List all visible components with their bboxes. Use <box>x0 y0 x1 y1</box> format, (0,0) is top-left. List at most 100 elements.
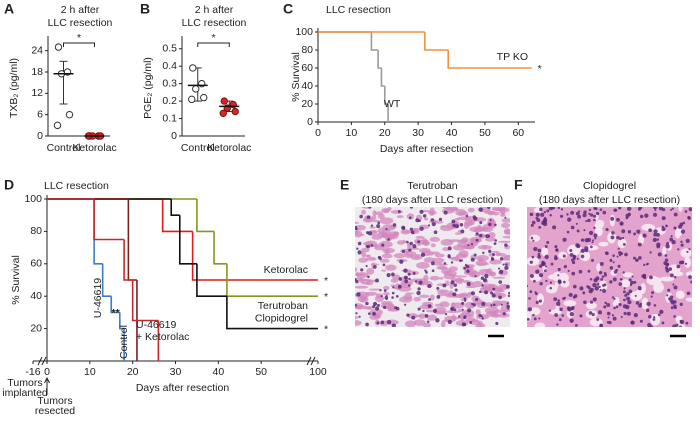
nucleus <box>594 237 597 240</box>
nucleus <box>466 269 470 273</box>
nucleus <box>404 279 409 284</box>
nucleus <box>612 254 615 257</box>
nucleus <box>591 312 595 317</box>
nucleus <box>628 278 632 282</box>
tissue-strand <box>390 284 396 287</box>
nucleus <box>588 208 592 212</box>
nucleus <box>601 275 605 278</box>
tissue-strand <box>440 238 454 246</box>
survival-step <box>110 296 120 314</box>
survival-step <box>161 199 193 233</box>
nucleus <box>450 280 455 285</box>
tissue-strand <box>383 285 390 291</box>
nucleus <box>569 253 574 257</box>
nucleus <box>622 271 625 274</box>
nucleus <box>549 281 553 284</box>
nucleus <box>603 283 607 287</box>
nucleus <box>619 278 622 281</box>
nucleus <box>557 279 562 285</box>
tissue-strand <box>374 211 384 216</box>
nucleus <box>394 306 398 310</box>
air-space <box>641 297 649 310</box>
nucleus <box>582 291 586 295</box>
significance-bracket <box>63 42 95 47</box>
tissue-strand <box>439 276 444 280</box>
nucleus <box>641 274 645 278</box>
nucleus <box>504 243 508 247</box>
nucleus <box>442 283 447 288</box>
nucleus <box>578 269 583 274</box>
nucleus <box>379 289 382 292</box>
air-space <box>684 257 692 268</box>
nucleus <box>586 237 591 242</box>
nucleus <box>484 273 489 279</box>
survival-step <box>380 68 385 87</box>
survival-step <box>196 263 227 297</box>
nucleus <box>474 274 477 278</box>
air-space <box>586 302 597 310</box>
nucleus <box>685 238 690 244</box>
nucleus <box>626 311 631 316</box>
nucleus <box>590 213 594 217</box>
tissue-strand <box>423 257 436 263</box>
nucleus <box>566 230 570 234</box>
nucleus <box>507 307 510 310</box>
nucleus <box>436 286 440 290</box>
air-space <box>617 238 627 249</box>
nucleus <box>463 323 467 327</box>
nucleus <box>637 242 642 247</box>
nucleus <box>465 214 469 218</box>
nucleus <box>647 322 652 327</box>
nucleus <box>609 266 614 270</box>
tissue-strand <box>501 255 510 258</box>
x-tick-label: 10 <box>84 366 96 378</box>
nucleus <box>475 232 479 236</box>
nucleus <box>667 288 671 292</box>
tissue-strand <box>475 309 481 316</box>
nucleus <box>424 314 429 318</box>
nucleus <box>604 251 608 255</box>
air-space <box>598 241 609 247</box>
survival-step <box>424 32 449 51</box>
nucleus <box>646 301 651 307</box>
nucleus <box>652 212 658 217</box>
axis-break <box>306 356 312 366</box>
tissue-strand <box>469 236 482 244</box>
nucleus <box>652 237 657 243</box>
nucleus <box>491 257 494 260</box>
nucleus <box>560 208 564 211</box>
tissue-strand <box>501 257 510 261</box>
tissue-strand <box>370 263 380 266</box>
nucleus <box>562 237 567 242</box>
nucleus <box>633 232 637 236</box>
x-tick-label: 20 <box>127 366 139 378</box>
nucleus <box>653 316 656 319</box>
x-tick-label: 40 <box>212 366 224 378</box>
nucleus <box>505 263 508 266</box>
nucleus <box>567 217 572 222</box>
y-tick-label: 0 <box>307 116 313 128</box>
nucleus <box>485 234 490 239</box>
panel-title: LLC resection <box>326 4 391 16</box>
nucleus <box>637 286 642 290</box>
nucleus <box>385 294 388 297</box>
nucleus <box>530 236 534 240</box>
nucleus <box>593 207 597 210</box>
tissue-strand <box>497 240 510 243</box>
nucleus <box>666 294 669 297</box>
significance: * <box>324 275 328 287</box>
tissue-strand <box>478 256 483 263</box>
tissue-strand <box>429 211 435 216</box>
tissue-strand <box>415 235 425 239</box>
air-space <box>662 246 667 256</box>
air-space <box>678 207 683 212</box>
data-point <box>220 97 228 105</box>
survival-step <box>213 231 227 265</box>
nucleus <box>635 258 639 262</box>
nucleus <box>656 244 661 249</box>
nucleus <box>387 238 390 241</box>
nucleus <box>540 212 545 217</box>
nucleus <box>602 210 607 215</box>
tissue-strand <box>355 315 359 320</box>
nucleus <box>633 256 636 260</box>
